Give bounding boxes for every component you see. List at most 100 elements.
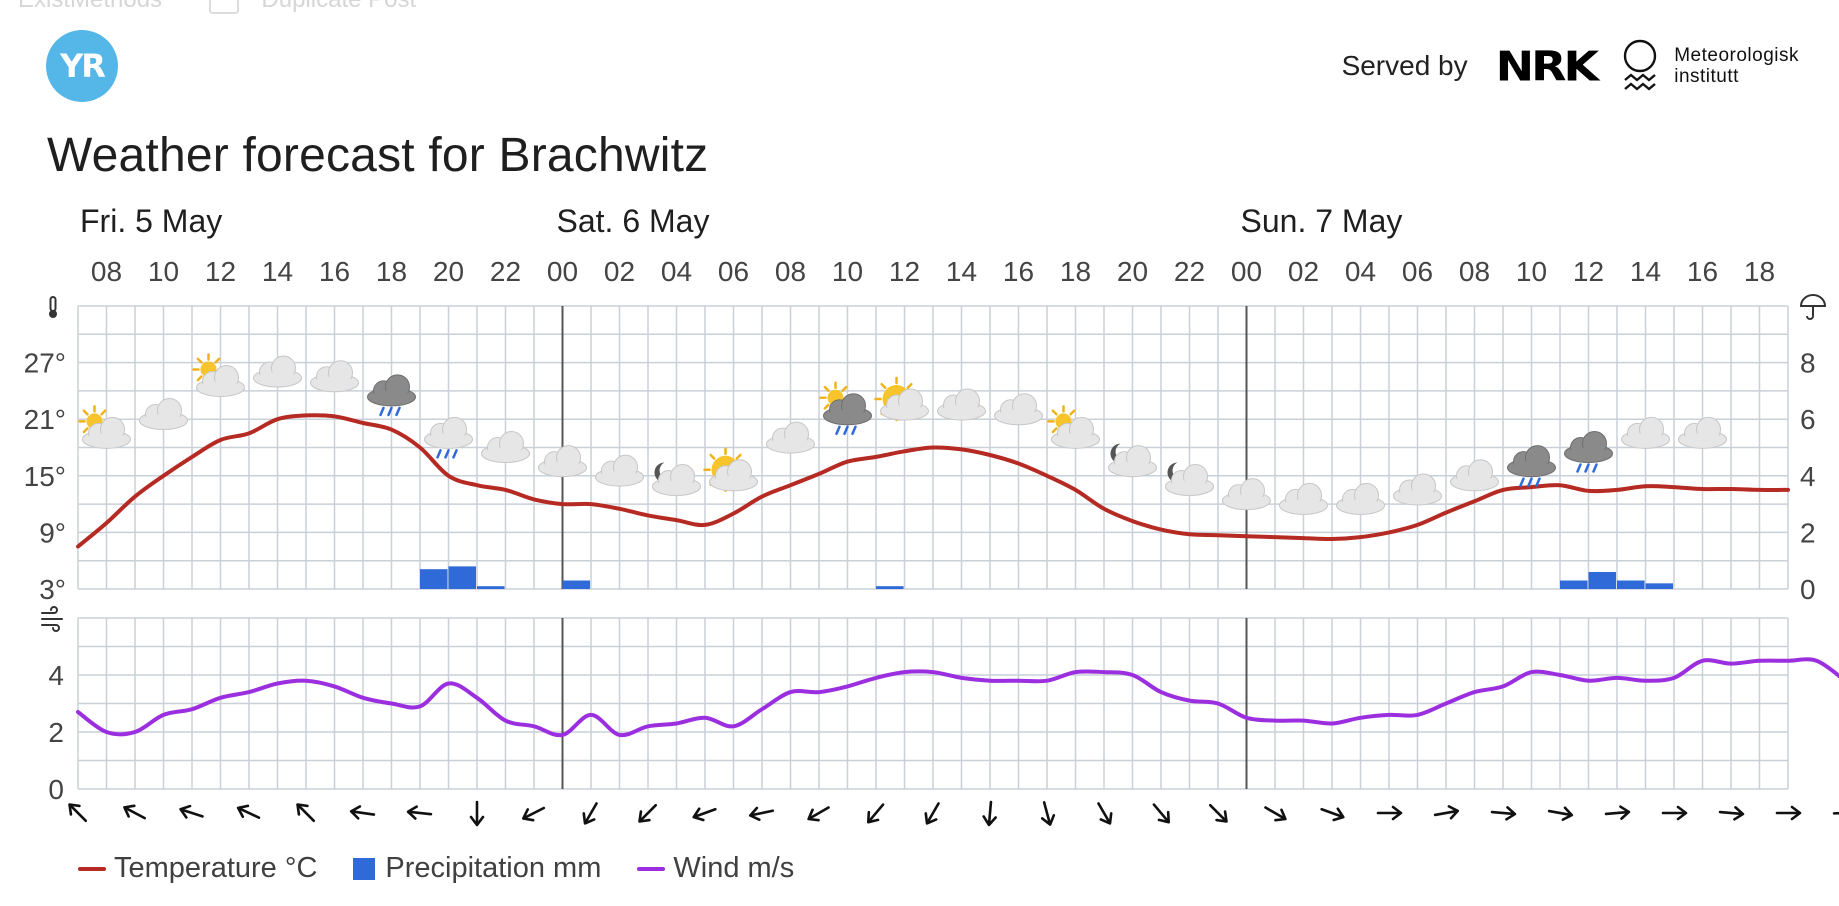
hour-tick-label: 16	[319, 256, 350, 287]
cloud-part	[882, 405, 927, 420]
wind-arrow-shaft	[1208, 803, 1228, 823]
wind-arrow-icon	[406, 805, 433, 820]
wind-arrow-head	[1790, 805, 1802, 821]
wind-arrow-head	[68, 803, 81, 816]
cloudy-icon	[595, 454, 644, 487]
cloudy-icon	[937, 388, 986, 421]
precip-tick-label: 2	[1800, 517, 1816, 548]
wind-arrow-head	[1157, 810, 1171, 824]
served-by: Served by NRK Meteorologisk institutt	[1342, 38, 1799, 94]
day-label: Sat. 6 May	[557, 203, 710, 239]
wind-arrow-head	[638, 810, 651, 823]
wind-arrow-shaft	[68, 803, 88, 823]
wind-arrow-icon	[1376, 805, 1403, 821]
wind-arrow-head	[866, 810, 880, 824]
cloudy-icon	[1393, 473, 1442, 506]
cloud-part	[1110, 461, 1155, 476]
wind-arrow-icon	[1775, 805, 1802, 821]
precip-bar	[420, 569, 448, 589]
wind-arrow-shaft	[1320, 807, 1344, 819]
wind-arrow-icon	[469, 800, 485, 827]
wind-arrow-icon	[1264, 806, 1287, 822]
nrk-logo[interactable]: NRK	[1495, 41, 1600, 91]
fair-day-icon	[703, 447, 758, 493]
ghost-right-text: Duplicate Post	[261, 0, 416, 13]
wind-arrow-shaft	[1264, 806, 1286, 820]
cloud-part	[1338, 499, 1383, 514]
met-name-line1: Meteorologisk	[1674, 45, 1799, 66]
precip-tick-label: 4	[1800, 461, 1816, 492]
legend-temperature-swatch	[78, 866, 106, 871]
hour-tick-label: 20	[433, 256, 464, 287]
legend-wind-label: Wind m/s	[673, 852, 795, 884]
yr-logo[interactable]: YR	[46, 30, 118, 102]
sun-ray	[823, 385, 830, 392]
hour-tick-label: 18	[1744, 256, 1775, 287]
wind-arrow-shaft	[749, 809, 775, 817]
night-cloudy-icon	[1165, 462, 1214, 497]
wind-arrow-head	[1619, 805, 1631, 820]
wind-icon	[41, 606, 63, 632]
wind-arrow-shaft	[1097, 802, 1111, 824]
wind-arrow-head	[982, 815, 997, 827]
hour-tick-label: 00	[547, 256, 578, 287]
hour-tick-label: 02	[1288, 256, 1319, 287]
hour-tick-label: 10	[832, 256, 863, 287]
hour-tick-label: 04	[661, 256, 692, 287]
sun-ray	[82, 427, 89, 434]
cloudy-icon	[1222, 478, 1271, 511]
raindrop	[1527, 477, 1533, 487]
cloudy-icon	[1279, 482, 1328, 515]
wind-arrow-icon	[1718, 806, 1745, 821]
wind-arrow-icon	[522, 806, 546, 822]
wind-arrow-shaft	[1604, 810, 1630, 816]
wind-arrow-icon	[1547, 806, 1574, 821]
thermometer-icon	[49, 296, 57, 318]
cloud-part	[996, 409, 1041, 424]
precip-bar	[1617, 580, 1645, 589]
wind-arrow-head	[522, 808, 535, 822]
wind-arrow-shaft	[1832, 811, 1839, 815]
temp-tick-label: 27°	[24, 348, 66, 379]
thermometer-bulb	[49, 310, 57, 318]
cloud-part	[939, 405, 984, 420]
wind-arrow-icon	[982, 800, 997, 827]
wind-arrow-shaft	[638, 803, 658, 823]
fair-day-icon	[874, 376, 929, 422]
wind-tick-label: 4	[48, 660, 64, 691]
wind-arrow-shaft	[584, 802, 598, 824]
cloud-part	[426, 433, 471, 448]
wind-arrow-head	[807, 808, 820, 822]
wind-direction-arrows	[68, 800, 1839, 827]
wind-arrow-icon	[123, 804, 147, 820]
sun-ray	[1051, 409, 1058, 416]
partly-cloudy-rain-icon	[819, 381, 872, 436]
ghost-left-text: ExistMethods	[18, 0, 162, 13]
legend-precipitation-swatch	[353, 857, 376, 880]
legend-wind-swatch	[637, 866, 666, 871]
cloud-part	[1224, 494, 1269, 509]
hour-tick-label: 12	[205, 256, 236, 287]
met-logo[interactable]: Meteorologisk institutt	[1622, 38, 1799, 94]
wind-arrow-shaft	[987, 800, 993, 826]
hour-tick-label: 16	[1003, 256, 1034, 287]
wind-arrow-shaft	[1718, 810, 1744, 816]
hour-tick-label: 10	[1516, 256, 1547, 287]
cloud-part	[1623, 433, 1668, 448]
hour-tick-label: 14	[1630, 256, 1661, 287]
wind-arrow-shaft	[296, 803, 316, 823]
wind-arrow-head	[1274, 808, 1287, 822]
cloud-part	[768, 438, 813, 453]
wind-arrow-icon	[236, 804, 261, 819]
raindrop	[1535, 477, 1541, 487]
cloudy-icon	[1450, 459, 1499, 492]
raindrop	[379, 406, 385, 417]
sun-ray	[82, 409, 89, 416]
wind-arrow-shaft	[1152, 803, 1170, 823]
header: YR Served by NRK Meteorologisk institutt	[46, 30, 1799, 102]
day-label: Fri. 5 May	[80, 203, 222, 239]
wind-arrow-head	[582, 812, 596, 825]
sun-ray	[196, 357, 203, 364]
wind-arrow-icon	[1040, 801, 1056, 826]
